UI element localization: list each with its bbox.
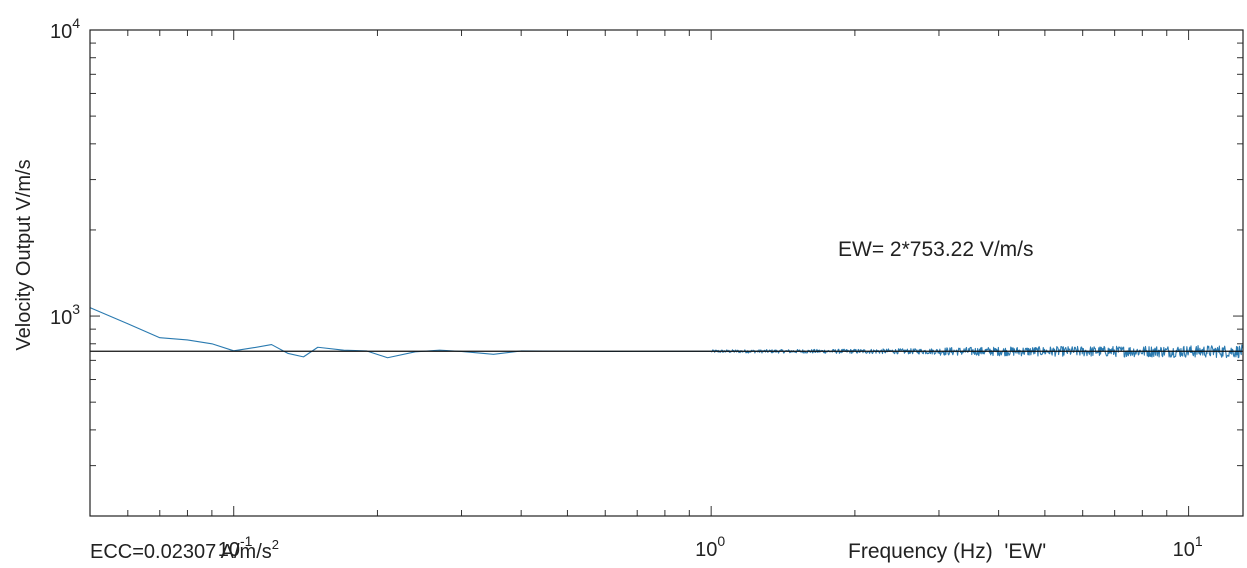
series-line-1 [710,344,1244,359]
x-tick-label: 10-1 [218,533,253,561]
y-tick-label: 103 [50,301,80,329]
x-tick-label: 101 [1173,533,1203,561]
series-line-0 [89,307,712,359]
ecc-footnote: ECC=0.02307 A/m/s2 [90,537,279,563]
y-tick-label: 104 [50,15,80,43]
x-tick-label: 100 [695,533,725,561]
y-axis-label: Velocity Output V/m/s [13,159,35,350]
data-series [89,307,1244,359]
ecc-footnote-sup: 2 [272,537,279,552]
gain-annotation: EW= 2*753.22 V/m/s [838,238,1034,261]
frequency-label: Frequency (Hz) 'EW' [848,540,1046,563]
ecc-footnote-text: ECC=0.02307 A/m/s [90,541,272,563]
plot-frame [89,29,1244,517]
tick-labels: 10-1 100 101 103 104 [50,15,1203,561]
axis-ticks [89,29,1243,517]
